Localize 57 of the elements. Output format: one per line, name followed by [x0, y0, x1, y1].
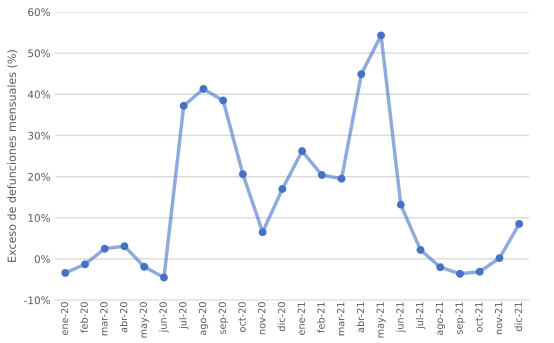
- point: [199, 85, 208, 93]
- y-tick-label: -10%: [24, 296, 50, 304]
- x-tick-label: mar-21: [337, 302, 344, 336]
- x-tick-label: jul-20: [178, 302, 188, 330]
- point: [318, 171, 326, 179]
- x-tick-label: jun-21: [396, 302, 406, 333]
- point: [456, 270, 464, 278]
- x-tick-label: dic-21: [514, 302, 522, 332]
- point: [120, 242, 128, 250]
- y-tick-label: 50%: [28, 49, 50, 58]
- point: [416, 246, 424, 254]
- point: [496, 254, 504, 262]
- y-tick-label: 0%: [34, 255, 50, 264]
- point: [515, 220, 524, 228]
- x-tick-label: feb-21: [317, 302, 325, 333]
- x-tick-label: feb-20: [80, 302, 88, 333]
- x-tick-label: ago-21: [436, 302, 445, 336]
- y-tick-label: 30%: [28, 132, 50, 140]
- point: [81, 260, 89, 268]
- x-tick-label: nov-20: [258, 302, 266, 334]
- x-tick-label: abr-20: [120, 302, 128, 332]
- point: [140, 262, 148, 271]
- y-tick-label: 10%: [28, 214, 50, 222]
- point: [357, 70, 366, 78]
- x-tick-label: nov-21: [494, 302, 502, 334]
- x-tick-label: sep-20: [218, 302, 228, 334]
- x-tick-label: mar-20: [100, 302, 108, 336]
- point: [476, 268, 484, 276]
- x-tick-label: jul-21: [416, 302, 426, 330]
- point: [298, 147, 306, 156]
- y-tick-label: 40%: [28, 90, 50, 98]
- y-tick-label: 20%: [28, 172, 50, 181]
- x-tick-label: may-20: [140, 302, 149, 338]
- point: [377, 32, 385, 40]
- x-tick-label: jun-20: [159, 302, 169, 333]
- point: [238, 170, 247, 178]
- point: [278, 185, 286, 193]
- point: [160, 274, 168, 282]
- x-tick-label: ene-20: [60, 302, 68, 335]
- point: [180, 102, 188, 110]
- x-tick-label: ago-20: [198, 302, 208, 336]
- x-tick-label: sep-21: [455, 302, 465, 334]
- point: [258, 228, 267, 236]
- x-tick-label: dic-20: [278, 302, 286, 332]
- x-tick-label: may-21: [376, 302, 386, 338]
- point: [436, 263, 444, 272]
- x-tick-label: ene-21: [298, 302, 305, 335]
- point: [396, 200, 405, 209]
- x-tick-label: oct-21: [475, 302, 483, 332]
- y-axis-title: Exceso de defunciones mensuales (%): [7, 50, 18, 262]
- point: [338, 174, 346, 183]
- y-tick-label: 60%: [28, 8, 50, 16]
- point: [61, 269, 70, 277]
- point: [219, 96, 228, 104]
- x-tick-label: oct-20: [238, 302, 246, 332]
- point: [100, 244, 109, 253]
- x-tick-label: abr-21: [356, 302, 364, 332]
